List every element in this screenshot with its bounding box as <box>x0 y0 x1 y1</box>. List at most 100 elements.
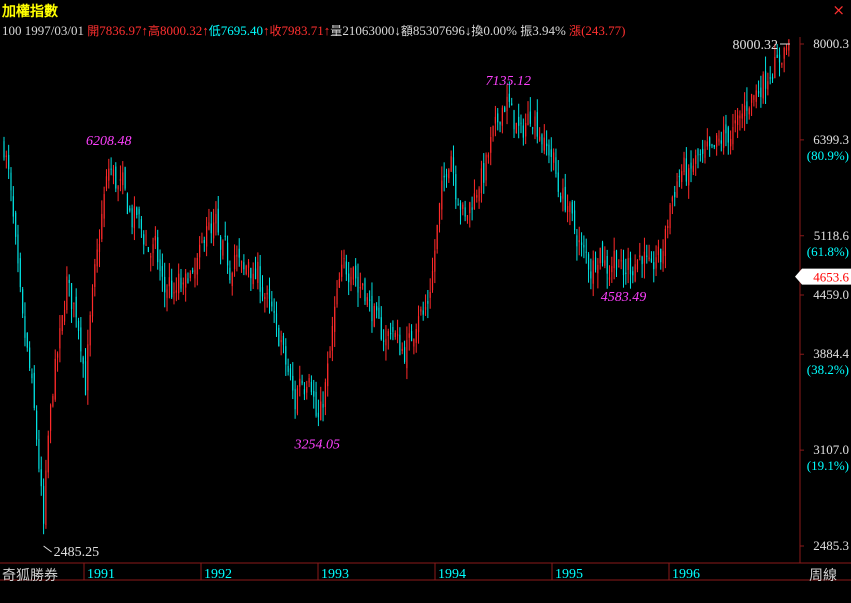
candle-body <box>80 327 82 352</box>
annotation-label: 6208.48 <box>86 134 132 149</box>
candle-body <box>94 264 96 287</box>
candle-body <box>182 282 184 285</box>
period-label[interactable]: 周線 <box>809 568 837 584</box>
candle-body <box>322 403 324 408</box>
candle-body <box>243 262 245 270</box>
candle-body <box>215 213 217 224</box>
candle-body <box>457 204 459 206</box>
candle-body <box>769 77 771 79</box>
candle-body <box>401 348 403 352</box>
candle-body <box>783 47 785 59</box>
amplitude-value: 3.94% <box>532 23 566 38</box>
candle-body <box>224 235 226 237</box>
candle-body <box>664 229 667 256</box>
candle-body <box>646 255 648 257</box>
candle-body <box>236 254 238 257</box>
candle-body <box>280 339 282 343</box>
candle-body <box>394 332 396 337</box>
amount-value: 85307696 <box>412 23 465 38</box>
candle-body <box>774 56 776 78</box>
candle-body <box>490 136 492 153</box>
candle-body <box>378 307 380 319</box>
candle-body <box>711 144 713 147</box>
candle-body <box>364 279 366 302</box>
high-value: 8000.32 <box>160 23 203 38</box>
candle-body <box>767 81 769 90</box>
annotation-label: 3254.05 <box>293 437 340 452</box>
candle-body <box>734 120 736 124</box>
candle-body <box>634 264 636 282</box>
candle-body <box>410 331 413 342</box>
candle-body <box>639 255 641 258</box>
candle-body <box>732 127 734 145</box>
candle-body <box>119 178 122 181</box>
candle-body <box>140 219 143 229</box>
turnover-value: 0.00% <box>483 23 517 38</box>
up-arrow-icon: ↑ <box>323 23 331 38</box>
close-icon[interactable]: × <box>832 1 845 19</box>
candle-body <box>110 168 112 170</box>
candle-body <box>129 208 131 211</box>
candle-body <box>320 401 322 420</box>
y-tick-pct-label: (19.1%) <box>807 458 849 473</box>
candle-body <box>313 391 315 397</box>
candle-body <box>727 127 729 143</box>
candle-body <box>63 309 66 322</box>
candle-body <box>173 291 175 294</box>
candle-body <box>601 242 604 263</box>
candle-body <box>278 327 280 347</box>
candle-body <box>525 123 527 137</box>
candle-body <box>29 347 31 369</box>
candle-body <box>473 193 476 209</box>
candle-body <box>599 248 601 264</box>
candle-body <box>662 251 664 264</box>
candle-body <box>387 331 389 336</box>
candle-body <box>781 62 783 65</box>
candle-body <box>17 234 19 264</box>
candle-body <box>45 470 47 526</box>
candle-body <box>308 378 310 383</box>
candle-body <box>178 273 180 294</box>
candle-body <box>497 113 499 123</box>
candle-body <box>720 140 722 144</box>
candle-body <box>8 154 10 170</box>
candle-body <box>506 96 508 112</box>
candle-body <box>585 251 587 253</box>
candle-body <box>40 469 42 487</box>
candle-body <box>455 174 457 200</box>
candle-body <box>206 226 208 247</box>
candle-body <box>343 258 345 260</box>
candle-body <box>515 122 517 134</box>
x-tick-label: 1996 <box>672 567 700 582</box>
candle-body <box>26 333 28 348</box>
y-tick-pct-label: (80.9%) <box>807 148 849 163</box>
candle-body <box>718 138 720 142</box>
candle-body <box>150 256 152 258</box>
candle-body <box>331 326 333 351</box>
candle-body <box>259 266 261 292</box>
candle-body <box>438 203 441 225</box>
candle-body <box>650 258 653 263</box>
candle-body <box>699 154 701 156</box>
candle-body <box>417 316 420 333</box>
candle-body <box>154 236 156 241</box>
candle-body <box>748 108 750 115</box>
y-tick-label: 3107.0 <box>813 442 849 457</box>
candle-body <box>357 276 359 293</box>
candle-body <box>513 110 515 130</box>
amount-label: 額 <box>400 24 413 38</box>
candle-body <box>541 134 543 145</box>
close-value: 7983.71 <box>281 23 324 38</box>
candle-body <box>436 224 438 250</box>
candle-body <box>606 255 608 274</box>
candle-body <box>564 186 566 211</box>
candle-body <box>695 155 697 164</box>
candle-body <box>690 162 692 169</box>
candle-body <box>608 277 611 280</box>
y-tick-label: 4459.0 <box>813 287 849 302</box>
candle-body <box>776 54 778 58</box>
candle-body <box>66 276 68 311</box>
candle-body <box>31 373 33 379</box>
